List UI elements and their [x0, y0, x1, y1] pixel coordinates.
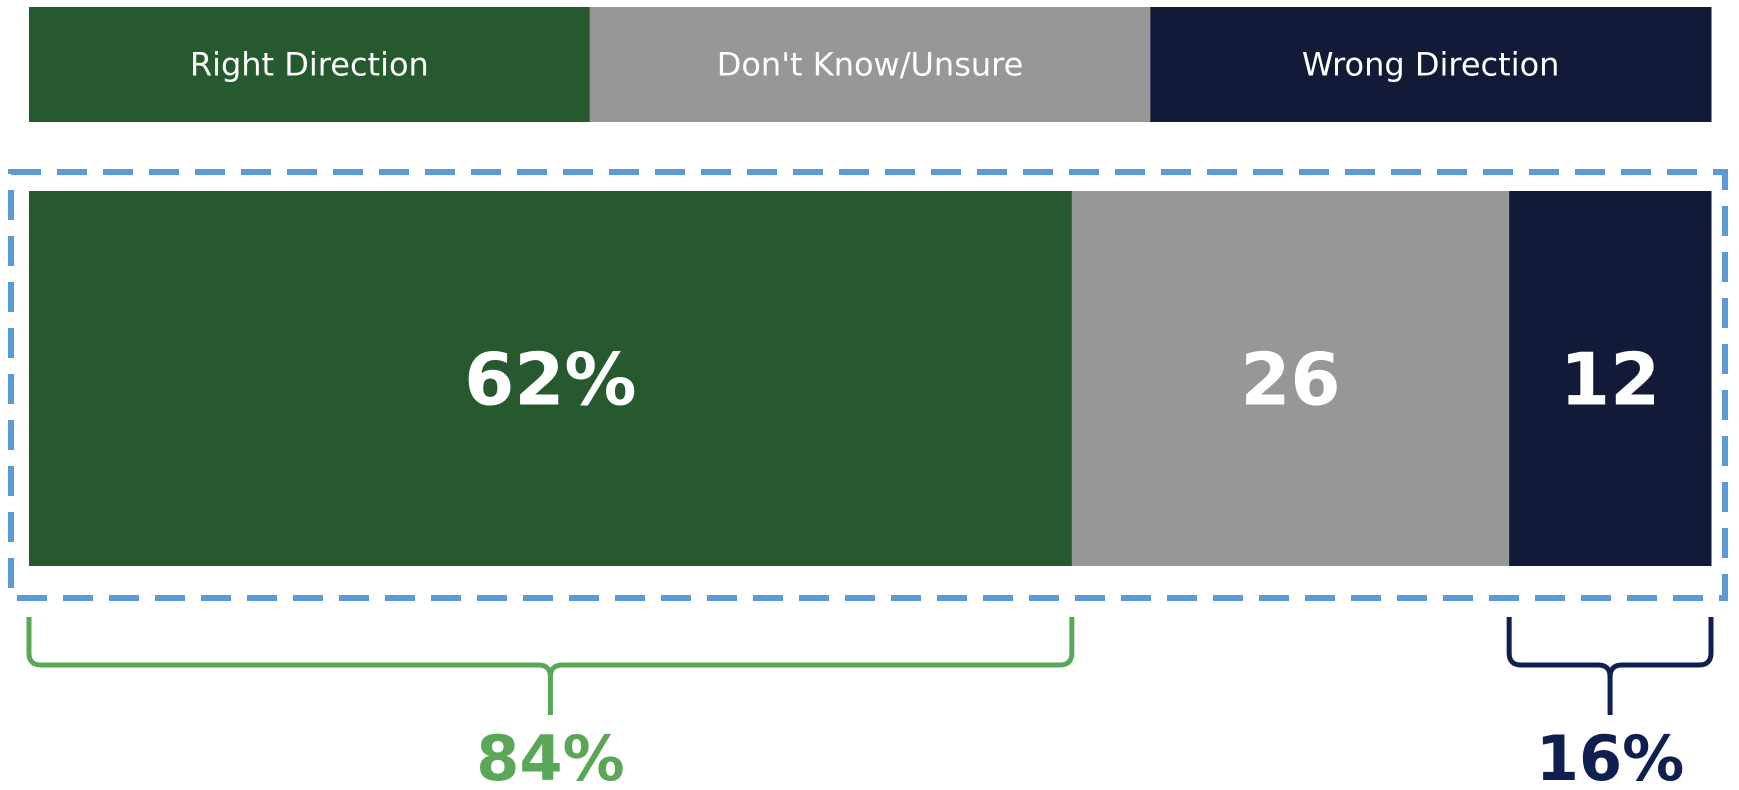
bar-value-label-right-direction: 62%: [464, 338, 636, 422]
legend-swatch-wrong-direction: [1150, 7, 1712, 122]
legend: Right Direction Don't Know/Unsure Wrong Di…: [29, 7, 1712, 122]
bar-segments: 62% 26 12: [29, 191, 1712, 566]
legend-swatch-don-t-know-unsure: [589, 7, 1151, 122]
highlight-box: [8, 169, 1728, 601]
bar-value-label-don-t-know-unsure: 26: [1240, 338, 1340, 422]
bar-segment-right-direction: [29, 191, 1073, 566]
bracket-2: [1506, 617, 1714, 715]
brackets: 84% 16%: [26, 617, 1714, 790]
bracket-label-2: 16%: [1536, 722, 1684, 790]
bar-segment-wrong-direction: [1509, 191, 1712, 566]
legend-label-don-t-know-unsure: Don't Know/Unsure: [717, 46, 1024, 84]
bar-value-label-wrong-direction: 12: [1560, 338, 1660, 422]
legend-swatch-right-direction: [29, 7, 591, 122]
legend-label-right-direction: Right Direction: [190, 46, 429, 84]
bar-segment-don-t-know-unsure: [1071, 191, 1510, 566]
legend-label-wrong-direction: Wrong Direction: [1302, 46, 1560, 84]
bracket-1: [26, 617, 1075, 715]
bracket-label-1: 84%: [476, 722, 624, 790]
